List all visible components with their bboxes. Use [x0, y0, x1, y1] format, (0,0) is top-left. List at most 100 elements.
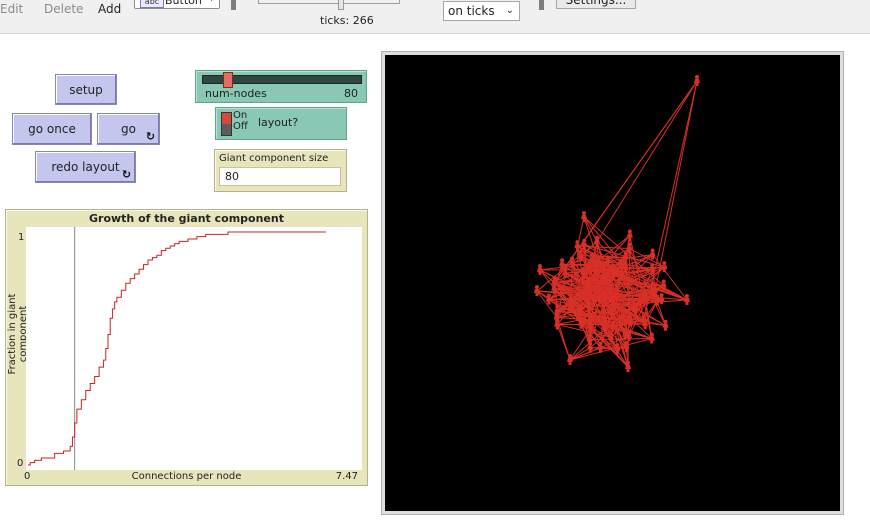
- person-turtle-icon: [658, 293, 665, 305]
- person-turtle-icon: [576, 309, 583, 321]
- person-turtle-icon: [580, 266, 587, 278]
- network-link: [590, 347, 618, 350]
- network-link: [557, 284, 590, 312]
- person-turtle-icon: [649, 248, 656, 260]
- network-link: [564, 272, 589, 283]
- plot-y-max: 1: [18, 232, 25, 243]
- network-link: [583, 216, 664, 286]
- slider-track[interactable]: [202, 75, 362, 84]
- network-link: [569, 347, 591, 361]
- plot-x-min: 0: [24, 471, 31, 482]
- switch-knob: [222, 113, 231, 124]
- plot-title: Growth of the giant component: [89, 212, 284, 225]
- giant-component-plot: Growth of the giant component Fraction i…: [5, 209, 368, 486]
- plot-series-line: [28, 231, 326, 466]
- edit-button[interactable]: Edit: [0, 2, 24, 16]
- slider-value: 80: [344, 87, 358, 100]
- person-turtle-icon: [622, 328, 629, 340]
- network-link: [577, 245, 688, 301]
- plot-area: [26, 227, 362, 470]
- person-turtle-icon: [581, 238, 588, 250]
- person-turtle-icon: [554, 304, 561, 316]
- world-view[interactable]: [385, 55, 840, 511]
- person-turtle-icon: [684, 294, 690, 305]
- network-link: [589, 337, 652, 341]
- network-link: [644, 300, 658, 325]
- toolbar-separator: [231, 0, 236, 10]
- person-turtle-icon: [601, 272, 608, 284]
- person-turtle-icon: [559, 258, 566, 270]
- network-link: [589, 265, 688, 301]
- speed-slider-track[interactable]: [258, 0, 400, 4]
- person-turtle-icon: [604, 255, 611, 267]
- person-turtle-icon: [642, 318, 649, 330]
- network-link: [583, 216, 598, 242]
- person-turtle-icon: [591, 254, 598, 266]
- network-links: [536, 80, 698, 368]
- person-turtle-icon: [534, 285, 540, 296]
- redo-layout-button[interactable]: redo layout ↻: [35, 151, 136, 183]
- person-turtle-icon: [609, 263, 616, 275]
- person-turtle-icon: [581, 313, 588, 325]
- network-link: [607, 261, 618, 350]
- person-turtle-icon: [585, 278, 592, 290]
- person-turtle-icon: [593, 235, 600, 247]
- go-button[interactable]: go ↻: [97, 113, 160, 145]
- person-turtle-icon: [608, 307, 615, 319]
- person-turtle-icon: [649, 263, 656, 275]
- layout-switch[interactable]: On Off layout?: [215, 107, 347, 140]
- network-link: [624, 267, 637, 309]
- slider-thumb[interactable]: [223, 72, 233, 88]
- person-turtle-icon: [622, 251, 629, 263]
- person-turtle-icon: [551, 282, 558, 294]
- slider-name: num-nodes: [205, 87, 267, 100]
- network-link: [654, 80, 698, 294]
- monitor-value: 80: [219, 167, 341, 186]
- plot-y-min: 0: [17, 458, 24, 469]
- add-button[interactable]: Add: [98, 2, 122, 16]
- view-update-value: on ticks: [448, 4, 495, 18]
- person-turtle-icon: [602, 317, 609, 329]
- person-turtle-icon: [662, 319, 669, 331]
- chevron-down-icon: ▼: [208, 0, 215, 3]
- view-update-select[interactable]: on ticks ⌄: [443, 1, 520, 21]
- widget-type-select[interactable]: abc Button ▼: [134, 0, 220, 9]
- switch-label: layout?: [258, 116, 299, 129]
- network-link: [643, 80, 698, 321]
- network-canvas: [534, 75, 700, 372]
- network-link: [652, 254, 688, 301]
- setup-button[interactable]: setup: [55, 74, 117, 105]
- person-turtle-icon: [625, 361, 631, 372]
- speed-slider-thumb[interactable]: [338, 0, 344, 10]
- switch-on-label: On: [233, 110, 248, 121]
- network-link: [596, 241, 626, 268]
- network-link: [589, 285, 664, 349]
- person-turtle-icon: [597, 341, 604, 353]
- person-turtle-icon: [609, 320, 616, 332]
- go-button-label: go: [121, 122, 136, 136]
- network-link: [536, 290, 558, 318]
- forever-arrows-icon: ↻: [145, 130, 156, 143]
- person-turtle-icon: [577, 249, 584, 261]
- network-link: [583, 216, 626, 268]
- person-turtle-icon: [626, 330, 633, 342]
- person-turtle-icon: [567, 354, 573, 365]
- network-link: [548, 269, 597, 300]
- person-turtle-icon: [632, 302, 639, 314]
- person-turtle-icon: [651, 287, 658, 299]
- network-link: [584, 244, 688, 301]
- plot-x-max: 7.47: [335, 471, 358, 482]
- person-turtle-icon: [619, 259, 626, 271]
- person-turtle-icon: [581, 211, 587, 222]
- button-widget-icon: abc: [140, 0, 164, 8]
- person-turtle-icon: [660, 279, 667, 291]
- person-turtle-icon: [618, 269, 625, 281]
- person-turtle-icon: [600, 263, 607, 275]
- go-once-button[interactable]: go once: [12, 113, 92, 145]
- network-link: [548, 259, 593, 300]
- settings-button[interactable]: Settings...: [556, 0, 636, 9]
- switch-toggle[interactable]: [221, 112, 232, 136]
- num-nodes-slider[interactable]: num-nodes 80: [195, 70, 367, 103]
- delete-button[interactable]: Delete: [44, 2, 84, 16]
- person-turtle-icon: [545, 293, 552, 305]
